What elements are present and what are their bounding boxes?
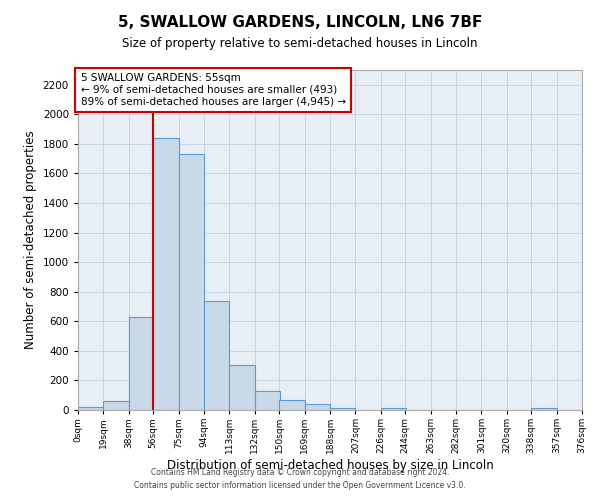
- Bar: [381, 408, 406, 410]
- Text: Contains HM Land Registry data © Crown copyright and database right 2024.: Contains HM Land Registry data © Crown c…: [151, 468, 449, 477]
- Bar: [255, 391, 280, 410]
- Bar: [153, 138, 179, 410]
- Bar: [330, 408, 355, 410]
- Text: 5, SWALLOW GARDENS, LINCOLN, LN6 7BF: 5, SWALLOW GARDENS, LINCOLN, LN6 7BF: [118, 15, 482, 30]
- Bar: [78, 407, 103, 410]
- Bar: [229, 365, 255, 410]
- Bar: [179, 154, 204, 410]
- Bar: [204, 300, 229, 410]
- Bar: [279, 400, 305, 410]
- Y-axis label: Number of semi-detached properties: Number of semi-detached properties: [24, 130, 37, 350]
- Text: 5 SWALLOW GARDENS: 55sqm
← 9% of semi-detached houses are smaller (493)
89% of s: 5 SWALLOW GARDENS: 55sqm ← 9% of semi-de…: [80, 74, 346, 106]
- X-axis label: Distribution of semi-detached houses by size in Lincoln: Distribution of semi-detached houses by …: [167, 459, 493, 472]
- Bar: [305, 404, 330, 410]
- Text: Contains public sector information licensed under the Open Government Licence v3: Contains public sector information licen…: [134, 482, 466, 490]
- Bar: [103, 401, 129, 410]
- Bar: [129, 317, 154, 410]
- Text: Size of property relative to semi-detached houses in Lincoln: Size of property relative to semi-detach…: [122, 38, 478, 51]
- Bar: [531, 408, 557, 410]
